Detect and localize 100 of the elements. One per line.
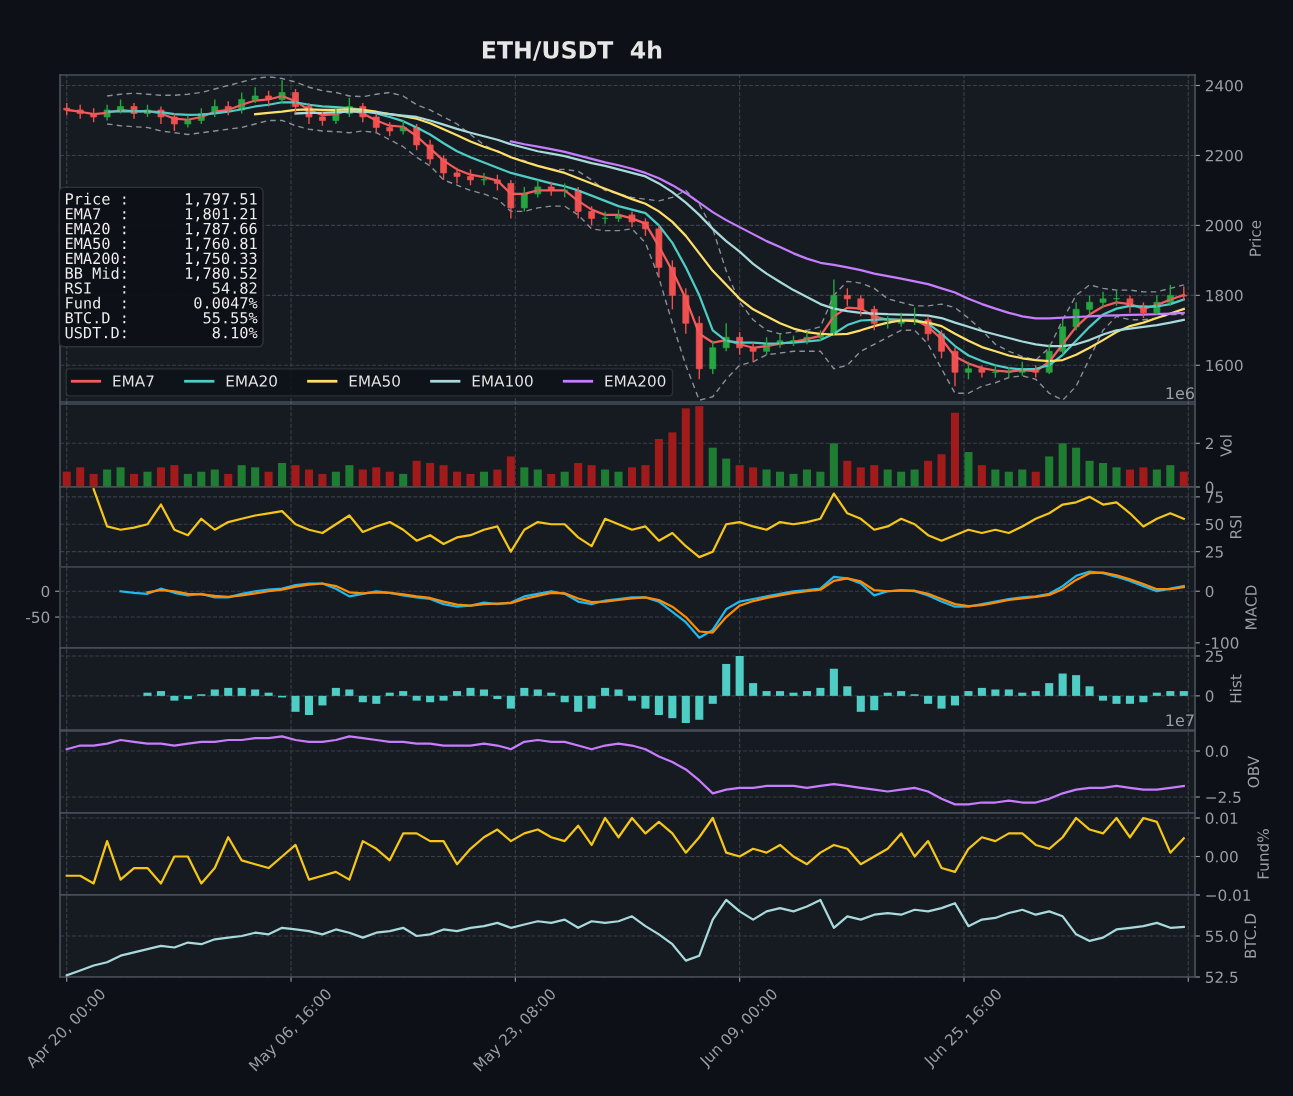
- line-series: [65, 898, 1185, 977]
- y-axis-title: Price: [1249, 220, 1261, 256]
- legend-label: EMA200: [605, 375, 666, 387]
- line-series: [92, 488, 1185, 559]
- bar: [977, 687, 986, 696]
- bar: [722, 458, 731, 487]
- bar: [533, 689, 542, 696]
- bar: [829, 443, 838, 487]
- legend-label: EMA20: [226, 375, 277, 387]
- bar: [1018, 469, 1027, 487]
- bar: [372, 695, 381, 704]
- annotation: Price : 1,797.51: [66, 192, 257, 207]
- y2-tick-label: -100: [1205, 637, 1239, 649]
- bar: [304, 469, 314, 487]
- bar: [251, 467, 260, 487]
- bar: [641, 465, 650, 487]
- bar: [1004, 689, 1013, 696]
- bar: [924, 460, 933, 487]
- bar: [574, 695, 583, 712]
- bar: [143, 471, 152, 487]
- bar: [412, 460, 421, 487]
- y-tick-label: 50: [1205, 518, 1224, 531]
- bar: [426, 462, 435, 487]
- bar: [479, 471, 488, 487]
- y-tick-label: 0.0: [1205, 745, 1228, 758]
- bar: [1018, 692, 1027, 696]
- bar: [1112, 695, 1121, 704]
- legend-label: EMA50: [349, 375, 400, 387]
- bar: [331, 687, 340, 696]
- bar: [116, 467, 125, 487]
- y-tick-label: −0.01: [1206, 889, 1251, 902]
- bar: [237, 687, 246, 696]
- bar: [749, 467, 758, 487]
- bar: [156, 691, 165, 696]
- bar: [937, 695, 946, 709]
- bar: [816, 687, 825, 696]
- bar: [197, 471, 206, 487]
- bar: [1099, 695, 1108, 701]
- bar: [950, 412, 960, 487]
- line-series: [65, 816, 1185, 885]
- bar: [493, 695, 502, 700]
- annotation: EMA50 : 1,760.81: [66, 237, 257, 252]
- bar: [385, 692, 394, 696]
- bar: [224, 473, 233, 487]
- bar: [506, 456, 515, 487]
- annotation: 1e7: [1166, 714, 1194, 727]
- bar: [1004, 471, 1013, 487]
- bar: [479, 689, 488, 696]
- bar: [506, 695, 515, 709]
- bar: [466, 473, 475, 487]
- bar: [735, 655, 744, 696]
- bar: [668, 695, 677, 719]
- bar: [937, 454, 946, 487]
- bar: [897, 471, 906, 487]
- bar: [856, 467, 865, 487]
- bar: [170, 465, 179, 487]
- y2-axis-title: MACD: [1245, 585, 1257, 629]
- candlestick: [588, 205, 595, 227]
- bar: [843, 460, 852, 487]
- bar: [1072, 447, 1081, 487]
- bar: [183, 695, 192, 700]
- annotation: EMA200: 1,750.33: [66, 252, 257, 267]
- bar: [856, 695, 865, 712]
- y-tick-label: 2: [1205, 437, 1213, 450]
- bar: [762, 691, 771, 696]
- bar: [278, 462, 287, 487]
- bar: [493, 469, 502, 487]
- bar: [466, 687, 475, 696]
- bar: [399, 473, 408, 487]
- bar: [439, 465, 448, 487]
- chart-title: ETH/USDT 4h: [482, 40, 662, 61]
- bar: [964, 452, 973, 487]
- bar: [991, 689, 1000, 696]
- annotation: BTC.D : 55.55%: [65, 312, 258, 324]
- bar: [291, 465, 300, 487]
- bar: [1139, 467, 1148, 487]
- bar: [547, 473, 556, 487]
- bar: [695, 406, 704, 487]
- line-series: [65, 735, 1185, 806]
- bar: [1045, 456, 1054, 487]
- bar: [910, 469, 919, 487]
- bar: [1152, 469, 1161, 487]
- annotation: Fund : 0.0047%: [66, 296, 258, 309]
- bar: [89, 473, 98, 487]
- bar: [1152, 692, 1161, 696]
- annotation: RSI : 54.82: [65, 282, 257, 294]
- bar: [775, 691, 785, 696]
- bar: [802, 691, 811, 696]
- bar: [560, 695, 569, 703]
- candlestick: [1086, 294, 1093, 316]
- bar: [399, 691, 408, 696]
- bar: [452, 691, 462, 696]
- bar: [1085, 686, 1094, 696]
- bar: [251, 689, 260, 696]
- bar: [587, 465, 596, 487]
- bar: [1045, 683, 1054, 696]
- bar: [210, 689, 219, 696]
- bar: [358, 469, 367, 487]
- bar: [789, 473, 798, 487]
- bar: [547, 692, 556, 696]
